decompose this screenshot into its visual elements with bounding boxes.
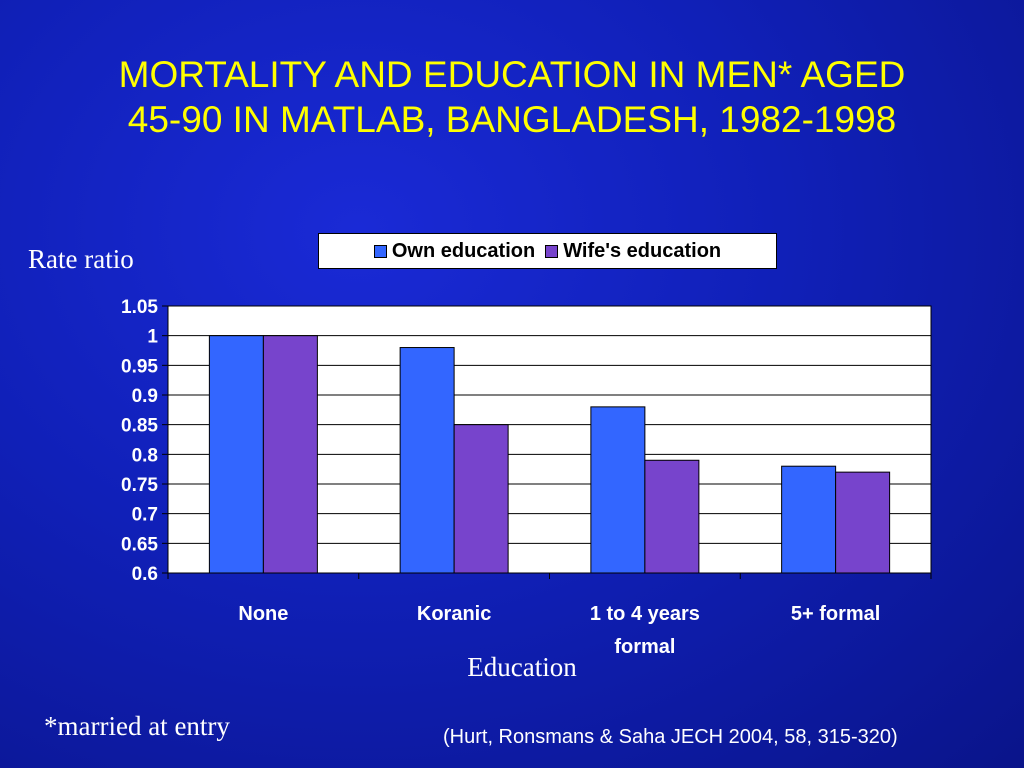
slide-title: MORTALITY AND EDUCATION IN MEN* AGED 45-…: [0, 52, 1024, 142]
y-tick-label: 0.9: [132, 386, 158, 407]
legend-label-own: Own education: [391, 239, 536, 262]
footnote: *married at entry: [44, 711, 230, 741]
y-tick-label: 0.8: [132, 445, 158, 466]
bar-wife-3: [835, 471, 891, 574]
title-line-2: 45-90 IN MATLAB, BANGLADESH, 1982-1998: [127, 99, 897, 140]
x-category-label: Koranic: [417, 603, 491, 625]
legend-swatch-wife: [545, 244, 559, 258]
y-tick-label: 0.6: [132, 564, 158, 585]
x-category-label: 1 to 4 years: [590, 603, 700, 625]
legend-swatch-own: [373, 244, 387, 258]
title-line-1: MORTALITY AND EDUCATION IN MEN* AGED: [118, 54, 906, 95]
bar-own-0: [208, 335, 264, 574]
x-category-label: 5+ formal: [791, 603, 880, 625]
bar-wife-0: [262, 335, 318, 574]
bar-wife-2: [644, 459, 700, 574]
y-tick-label: 0.7: [132, 505, 158, 526]
bar-own-1: [399, 347, 455, 574]
y-tick-label: 0.85: [121, 416, 158, 437]
bar-own-2: [590, 406, 646, 574]
x-category-label: None: [238, 603, 288, 625]
legend-label-wife: Wife's education: [563, 239, 722, 262]
x-axis-label: Education: [467, 652, 577, 682]
legend-item-wife: Wife's education: [545, 240, 721, 263]
y-tick-label: 1: [147, 327, 158, 348]
legend-item-own: Own education: [373, 239, 536, 263]
y-tick-label: 0.75: [121, 475, 158, 496]
citation: (Hurt, Ronsmans & Saha JECH 2004, 58, 31…: [443, 726, 898, 748]
bar-wife-1: [453, 424, 509, 574]
chart-legend: Own education Wife's education: [318, 233, 777, 269]
y-axis-label: Rate ratio: [28, 244, 134, 274]
bar-own-3: [781, 465, 837, 574]
y-tick-label: 1.05: [121, 297, 158, 318]
y-tick-label: 0.95: [121, 356, 158, 377]
y-tick-label: 0.65: [121, 534, 158, 555]
x-category-label: formal: [614, 636, 675, 658]
